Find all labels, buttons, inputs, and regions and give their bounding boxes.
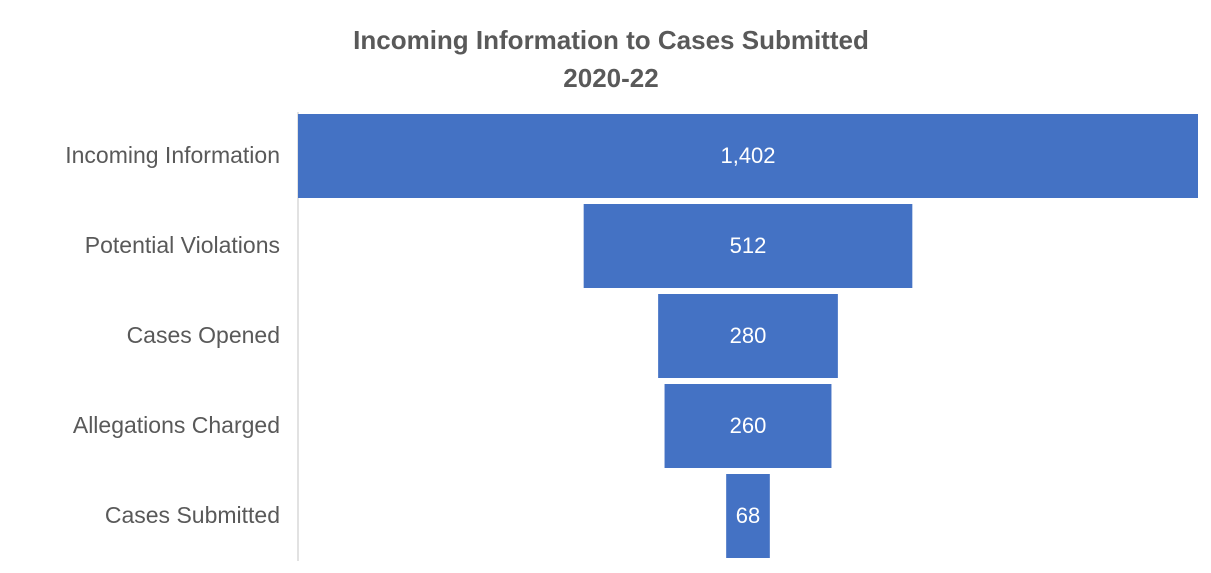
value-label: 1,402	[720, 143, 775, 168]
category-label: Potential Violations	[85, 232, 280, 258]
bar	[664, 384, 832, 468]
chart-subtitle: 2020-22	[563, 63, 658, 93]
category-label: Incoming Information	[65, 142, 280, 168]
bar	[658, 294, 838, 378]
category-label: Allegations Charged	[73, 412, 280, 438]
bar	[583, 204, 913, 288]
value-label: 260	[730, 413, 767, 438]
value-label: 68	[736, 503, 760, 528]
bar	[298, 114, 1198, 198]
bar	[726, 474, 770, 558]
category-label: Cases Submitted	[105, 502, 280, 528]
category-label: Cases Opened	[127, 322, 280, 348]
value-label: 512	[730, 233, 767, 258]
chart-title: Incoming Information to Cases Submitted	[353, 25, 869, 55]
value-label: 280	[730, 323, 767, 348]
